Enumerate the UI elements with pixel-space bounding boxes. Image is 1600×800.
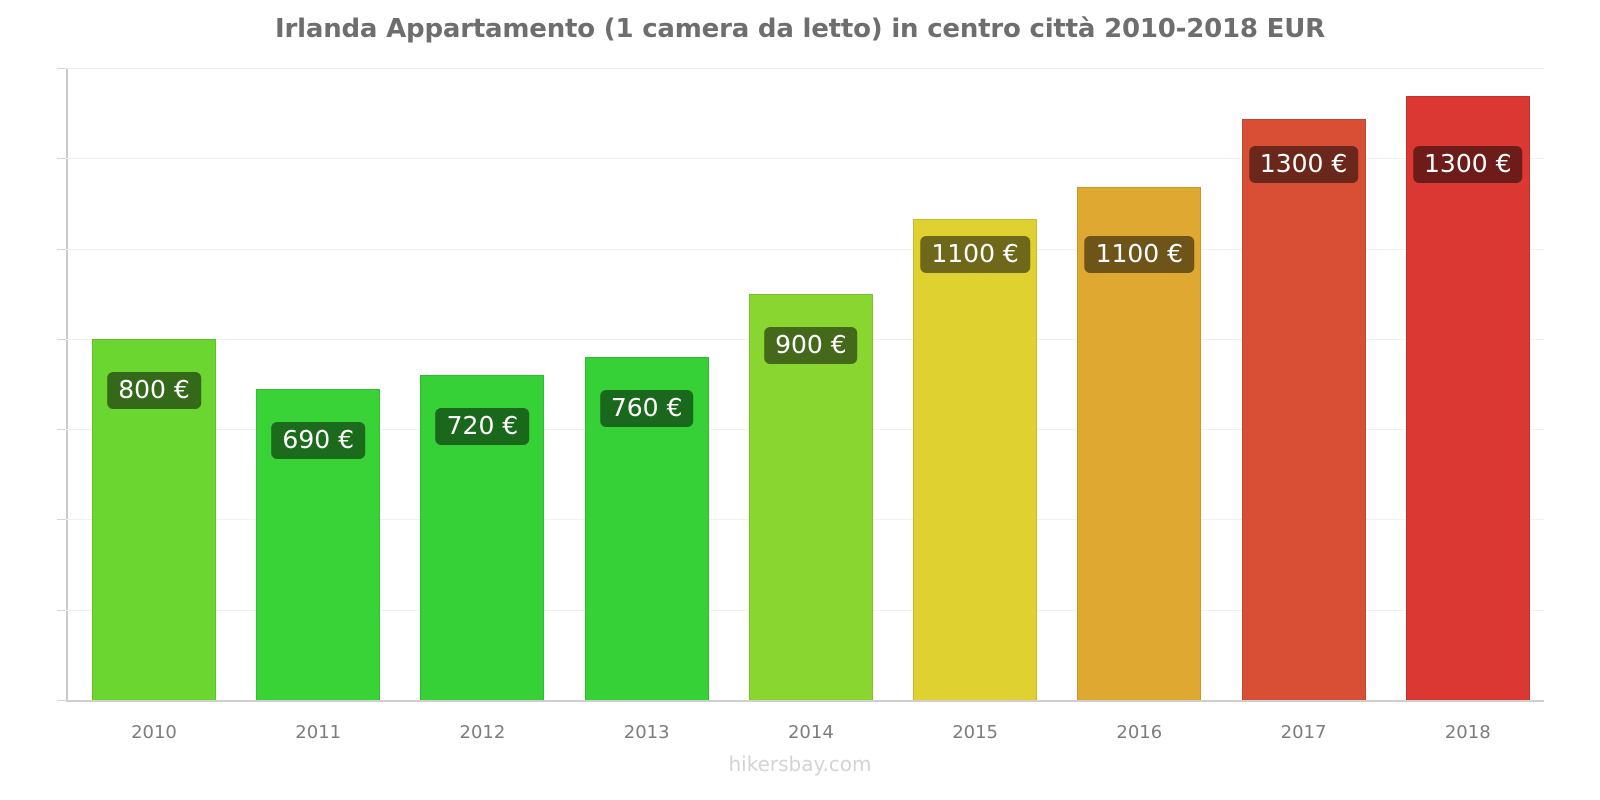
x-tick-label-2018: 2018 xyxy=(1444,722,1491,743)
bar-2018[interactable] xyxy=(1405,96,1530,700)
y-tick-mark-1000 xyxy=(57,248,66,250)
bars-layer: 800 € 690 € 720 € 760 € 900 € 1100 € 1100 € 130… xyxy=(66,68,1544,700)
x-tick-label-2016: 2016 xyxy=(1116,722,1163,743)
footer-credit: hikersbay.com xyxy=(728,752,872,776)
bar-value-label-2016: 1100 € xyxy=(1084,236,1195,274)
x-tick-label-2015: 2015 xyxy=(952,722,998,743)
bar-2015[interactable] xyxy=(913,219,1038,700)
chart-title: Irlanda Appartamento (1 camera da letto)… xyxy=(275,14,1325,44)
bar-value-label-2014: 900 € xyxy=(764,326,858,364)
bar-2017[interactable] xyxy=(1241,118,1366,700)
y-tick-mark-800 xyxy=(57,338,66,340)
x-tick-label-2017: 2017 xyxy=(1280,722,1327,743)
gridline-1000 xyxy=(66,248,1544,250)
y-tick-mark-0 xyxy=(57,700,66,701)
x-tick-label-2011: 2011 xyxy=(295,722,342,743)
bar-value-label-2013: 760 € xyxy=(599,389,694,427)
bar-group-2012[interactable]: 720 € xyxy=(420,68,545,700)
bar-value-label-2017: 1300 € xyxy=(1248,146,1359,184)
bar-group-2015[interactable]: 1100 € xyxy=(913,68,1038,700)
bar-value-label-2010: 800 € xyxy=(107,371,201,409)
bar-group-2017[interactable]: 1300 € xyxy=(1241,68,1366,700)
x-tick-label-2014: 2014 xyxy=(787,722,834,743)
bar-value-label-2018: 1300 € xyxy=(1413,146,1523,184)
y-axis-line xyxy=(66,68,68,700)
x-tick-label-2012: 2012 xyxy=(459,722,506,743)
y-tick-mark-1400 xyxy=(57,68,66,69)
bar-value-label-2015: 1100 € xyxy=(920,236,1030,274)
bar-group-2010[interactable]: 800 € xyxy=(92,68,216,700)
bar-group-2014[interactable]: 900 € xyxy=(748,68,873,700)
bar-value-label-2011: 690 € xyxy=(271,421,365,459)
y-tick-mark-600 xyxy=(57,429,66,431)
bar-group-2018[interactable]: 1300 € xyxy=(1405,68,1530,700)
gridline-1200 xyxy=(66,158,1544,160)
x-tick-label-2010: 2010 xyxy=(131,722,177,743)
y-tick-mark-1200 xyxy=(57,158,66,160)
gridline-1400 xyxy=(66,68,1544,69)
bar-group-2011[interactable]: 690 € xyxy=(256,68,381,700)
bar-value-label-2012: 720 € xyxy=(435,407,530,445)
y-tick-mark-200 xyxy=(57,609,66,611)
bar-group-2013[interactable]: 760 € xyxy=(584,68,709,700)
bar-group-2016[interactable]: 1100 € xyxy=(1077,68,1202,700)
plot-area: 0200400600800100012001400 800 €690 €720 … xyxy=(57,68,1544,743)
y-tick-mark-400 xyxy=(57,519,66,521)
x-tick-label-2013: 2013 xyxy=(623,722,670,743)
gridline-0 xyxy=(66,700,1544,702)
